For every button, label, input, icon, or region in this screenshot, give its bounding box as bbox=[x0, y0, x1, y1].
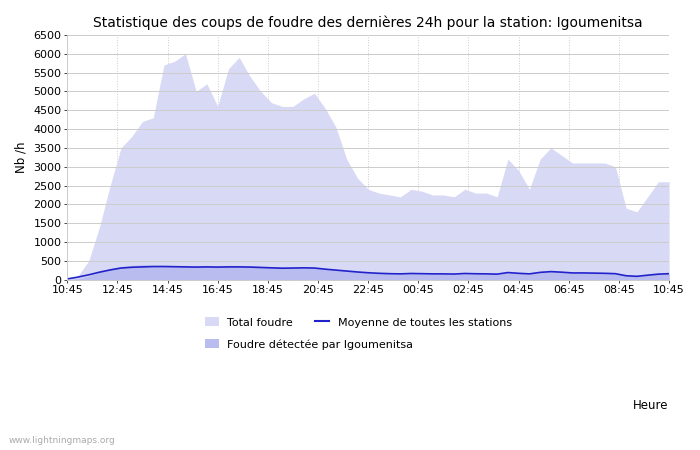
Y-axis label: Nb /h: Nb /h bbox=[15, 141, 28, 173]
Legend: Foudre détectée par Igoumenitsa: Foudre détectée par Igoumenitsa bbox=[205, 339, 414, 350]
Title: Statistique des coups de foudre des dernières 24h pour la station: Igoumenitsa: Statistique des coups de foudre des dern… bbox=[93, 15, 643, 30]
Text: www.lightningmaps.org: www.lightningmaps.org bbox=[8, 436, 115, 445]
Text: Heure: Heure bbox=[633, 399, 668, 412]
